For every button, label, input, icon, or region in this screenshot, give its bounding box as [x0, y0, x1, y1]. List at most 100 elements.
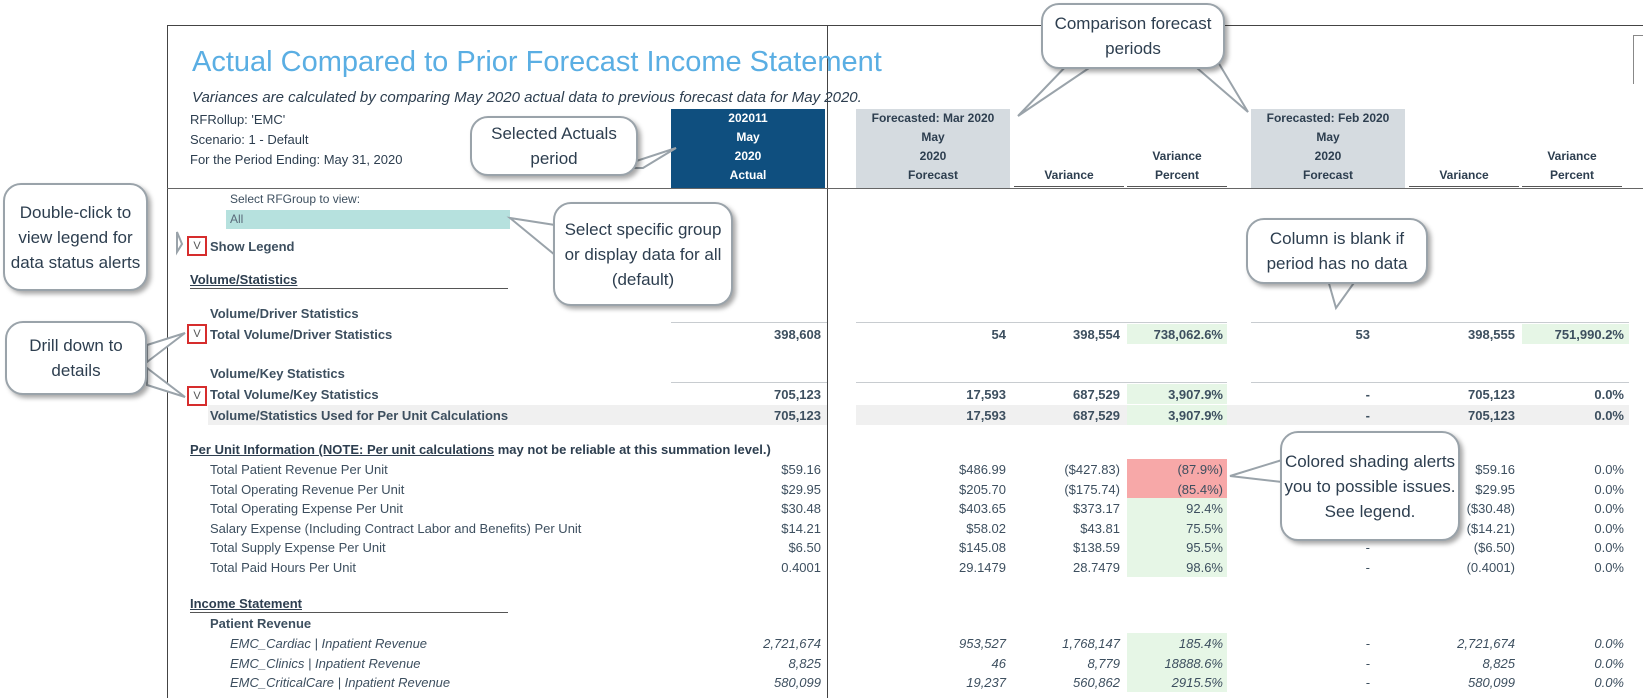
- alert-cell: [1127, 324, 1227, 344]
- per-unit-calc-variance-pct2: 0.0%: [1594, 408, 1624, 423]
- alert-cell: [1127, 478, 1227, 499]
- callout-selected-actuals: Selected Actuals period: [470, 116, 638, 176]
- row-label: EMC_Clinics | Inpatient Revenue: [230, 655, 421, 671]
- row-rule: [671, 382, 827, 383]
- total-driver-variance-pct2: 751,990.2%: [1554, 327, 1624, 342]
- drill-down-key-toggle[interactable]: V: [187, 386, 207, 406]
- variance-pct-header-1a: Variance: [1152, 149, 1202, 163]
- variance-pct-header-1-underline: [1127, 186, 1227, 187]
- total-key-variance2: 705,123: [1468, 387, 1515, 402]
- row-value: ($427.83): [1064, 462, 1120, 477]
- row-value: $43.81: [1080, 520, 1120, 536]
- row-value: (0.4001): [1466, 560, 1515, 575]
- row-value: 98.6%: [1186, 560, 1223, 575]
- row-value: $205.70: [959, 481, 1006, 497]
- callout-blank-column: Column is blank if period has no data: [1246, 218, 1428, 284]
- row-value: 580,099: [774, 675, 821, 691]
- row-label: EMC_Cardiac | Inpatient Revenue: [230, 636, 428, 651]
- total-key-forecast1: 17,593: [966, 387, 1006, 402]
- subsection-patient-revenue: Patient Revenue: [210, 616, 312, 631]
- row-value: ($6.50): [1473, 540, 1515, 556]
- tail-drill-2: [146, 365, 186, 398]
- rfrollup-label: RFRollup: 'EMC': [190, 112, 286, 127]
- row-label: Total Patient Revenue Per Unit: [210, 462, 388, 477]
- actual-year: 2020: [734, 149, 762, 163]
- row-value: $29.95: [781, 481, 821, 497]
- alert-cell: [1127, 459, 1227, 479]
- forecast1-year: 2020: [919, 149, 947, 163]
- total-driver-actual: 398,608: [774, 327, 821, 342]
- total-driver-forecast1: 54: [991, 327, 1006, 342]
- row-value: $58.02: [966, 520, 1006, 536]
- header-divider: [167, 188, 1643, 189]
- section-per-unit: Per Unit Information (NOTE: Per unit cal…: [190, 442, 771, 457]
- scenario-label: Scenario: 1 - Default: [190, 132, 309, 147]
- tail-blank: [1326, 279, 1358, 311]
- row-value: 0.0%: [1594, 481, 1624, 497]
- per-unit-calc-forecast1: 17,593: [966, 408, 1006, 423]
- row-value: 185.4%: [1178, 636, 1223, 651]
- row-label: EMC_CriticalCare | Inpatient Revenue: [230, 675, 451, 691]
- show-legend-toggle[interactable]: V: [187, 236, 207, 256]
- variance-pct-header-2a: Variance: [1547, 149, 1597, 163]
- total-key-variance1: 687,529: [1073, 387, 1120, 402]
- total-key-actual: 705,123: [774, 387, 821, 402]
- row-value: -: [1365, 636, 1370, 651]
- alert-cell: [1127, 384, 1227, 404]
- row-value: 560,862: [1073, 675, 1120, 691]
- section-income-statement: Income Statement: [190, 596, 302, 611]
- row-value: $486.99: [959, 462, 1006, 477]
- alert-cell: [1127, 652, 1227, 673]
- row-value: 0.0%: [1594, 520, 1624, 536]
- callout-colored-shading: Colored shading alerts you to possible i…: [1280, 431, 1460, 541]
- total-key-variance-pct1: 3,907.9%: [1168, 387, 1223, 402]
- row-value: (85.4%): [1177, 481, 1223, 497]
- scrollbar[interactable]: [1633, 35, 1643, 84]
- row-rule: [1251, 382, 1629, 383]
- show-legend-label[interactable]: Show Legend: [210, 239, 295, 254]
- row-value: $30.48: [781, 501, 821, 517]
- row-value: 46: [991, 655, 1006, 671]
- row-label: Total Operating Expense Per Unit: [210, 501, 403, 517]
- row-value: 0.4001: [781, 560, 821, 575]
- row-value: $59.16: [1475, 462, 1515, 477]
- row-value: $14.21: [781, 520, 821, 536]
- subsection-driver-statistics: Volume/Driver Statistics: [210, 306, 359, 321]
- alert-cell: [1127, 498, 1227, 519]
- total-key-variance-pct2: 0.0%: [1594, 387, 1624, 402]
- row-per-unit-calc-label: Volume/Statistics Used for Per Unit Calc…: [210, 408, 509, 423]
- row-value: ($14.21): [1466, 520, 1515, 536]
- row-value: $403.65: [959, 501, 1006, 517]
- forecast2-month: May: [1316, 130, 1340, 144]
- actual-period-code: 202011: [728, 111, 768, 125]
- row-value: 95.5%: [1186, 540, 1223, 556]
- tail-select-group: [506, 216, 556, 258]
- row-value: -: [1365, 540, 1370, 556]
- forecast1-forecasted: Forecasted: Mar 2020: [871, 111, 995, 125]
- row-rule: [671, 322, 827, 323]
- row-value: $373.17: [1073, 501, 1120, 517]
- alert-cell: [1127, 405, 1227, 425]
- variance-pct-header-2b: Percent: [1549, 168, 1595, 182]
- total-key-forecast2: -: [1365, 387, 1370, 402]
- actual-month: May: [736, 130, 760, 144]
- row-value: 18888.6%: [1164, 655, 1223, 671]
- row-rule: [856, 322, 1227, 323]
- rfgroup-selector[interactable]: All: [226, 210, 510, 229]
- row-value: $6.50: [788, 540, 821, 556]
- tail-drill-1: [146, 332, 186, 365]
- row-value: (87.9%): [1177, 462, 1223, 477]
- forecast2-column-header: Forecasted: Feb 2020 May 2020 Forecast: [1251, 109, 1405, 188]
- per-unit-calc-variance-pct1: 3,907.9%: [1168, 408, 1223, 423]
- callout-select-group: Select specific group or display data fo…: [553, 202, 733, 306]
- row-value: 8,825: [788, 655, 821, 671]
- row-value: 0.0%: [1594, 540, 1624, 556]
- alert-cell: [1127, 633, 1227, 653]
- row-rule: [856, 382, 1227, 383]
- row-value: 0.0%: [1594, 501, 1624, 517]
- drill-down-driver-toggle[interactable]: V: [187, 324, 207, 344]
- row-value: 28.7479: [1073, 560, 1120, 575]
- forecast2-year: 2020: [1314, 149, 1342, 163]
- report-subtitle: Variances are calculated by comparing Ma…: [192, 89, 862, 106]
- row-value: 0.0%: [1594, 675, 1624, 691]
